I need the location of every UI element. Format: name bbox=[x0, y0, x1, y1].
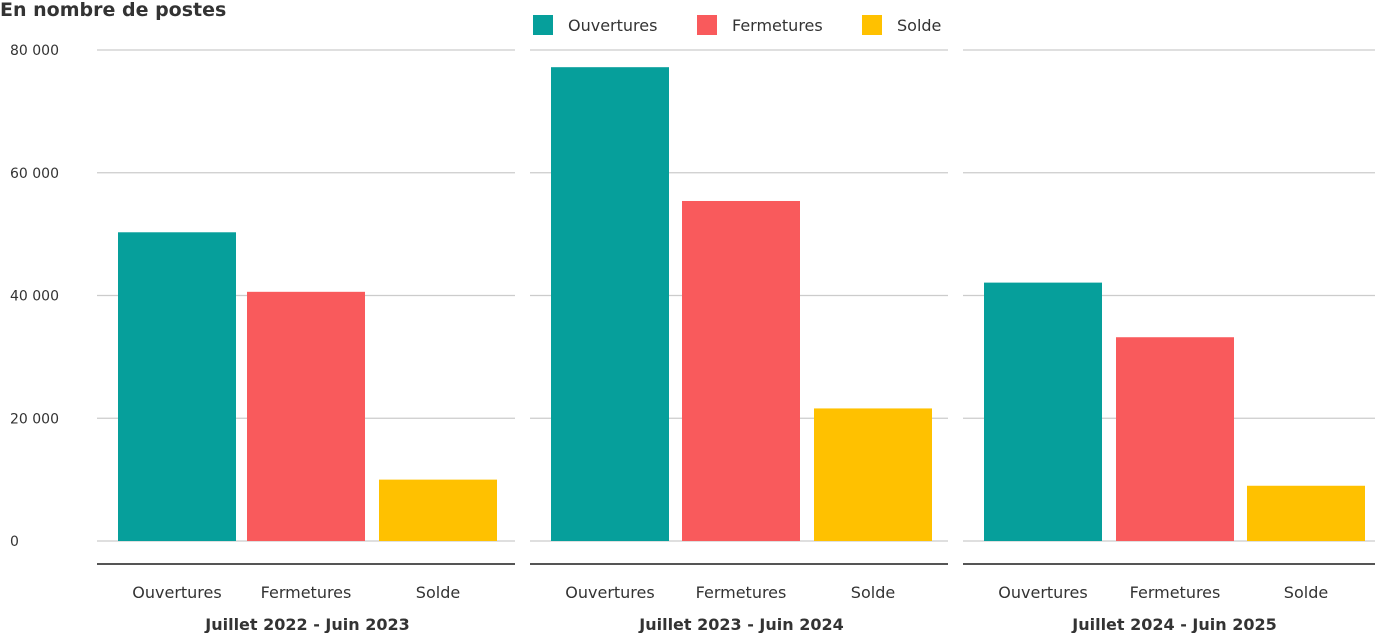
panel-2: Ouvertures Fermetures Solde Juillet 2023 - … bbox=[530, 49, 948, 633]
y-tick-label: 0 bbox=[10, 534, 19, 550]
panel-1: Ouvertures Fermetures Solde Juillet 2022 - … bbox=[97, 49, 515, 633]
bar-ouvertures bbox=[984, 282, 1102, 541]
y-tick-label: 80 000 bbox=[10, 43, 59, 59]
bar-ouvertures bbox=[551, 67, 669, 541]
legend-label: Ouvertures bbox=[568, 16, 657, 35]
bar-fermetures bbox=[682, 200, 800, 542]
x-tick-label: Fermetures bbox=[696, 583, 787, 602]
x-tick-label: Solde bbox=[1284, 583, 1328, 602]
panel-3: Ouvertures Fermetures Solde Juillet 2024 - … bbox=[963, 49, 1375, 633]
x-tick-label: Solde bbox=[416, 583, 460, 602]
bar-fermetures bbox=[247, 291, 365, 541]
x-tick-label: Ouvertures bbox=[132, 583, 221, 602]
bar-solde bbox=[814, 408, 932, 541]
y-axis: 0 20 000 40 000 60 000 80 000 bbox=[10, 43, 59, 550]
panel-label: Juillet 2024 - Juin 2025 bbox=[1071, 615, 1277, 633]
legend-swatch-fermetures bbox=[697, 15, 717, 35]
panel-label: Juillet 2023 - Juin 2024 bbox=[638, 615, 844, 633]
legend: Ouvertures Fermetures Solde bbox=[533, 15, 941, 35]
y-tick-label: 40 000 bbox=[10, 289, 59, 305]
y-tick-label: 20 000 bbox=[10, 411, 59, 427]
bar-ouvertures bbox=[118, 232, 236, 541]
chart-title: En nombre de postes bbox=[0, 0, 226, 21]
y-tick-label: 60 000 bbox=[10, 166, 59, 182]
chart-panels: Ouvertures Fermetures Solde Juillet 2022 - … bbox=[97, 49, 1375, 633]
bar-solde bbox=[379, 479, 497, 541]
bar-fermetures bbox=[1116, 337, 1234, 541]
x-tick-label: Ouvertures bbox=[998, 583, 1087, 602]
bar-solde bbox=[1247, 485, 1365, 541]
legend-label: Fermetures bbox=[732, 16, 823, 35]
panel-label: Juillet 2022 - Juin 2023 bbox=[204, 615, 410, 633]
x-tick-label: Solde bbox=[851, 583, 895, 602]
x-tick-label: Ouvertures bbox=[565, 583, 654, 602]
legend-swatch-solde bbox=[862, 15, 882, 35]
x-tick-label: Fermetures bbox=[261, 583, 352, 602]
legend-swatch-ouvertures bbox=[533, 15, 553, 35]
x-tick-label: Fermetures bbox=[1130, 583, 1221, 602]
legend-label: Solde bbox=[897, 16, 941, 35]
